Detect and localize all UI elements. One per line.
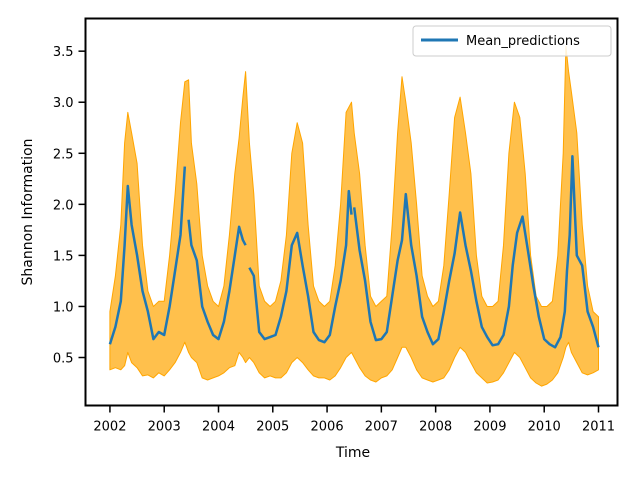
series-line-mean-predictions (108, 155, 600, 349)
y-tick-label: 0.5 (53, 352, 74, 367)
legend-box (412, 25, 612, 57)
x-tick-label: 2007 (365, 420, 398, 435)
x-tick-label: 2010 (528, 420, 561, 435)
y-tick-label: 1.5 (53, 249, 74, 264)
y-tick-label: 2.5 (53, 147, 74, 162)
y-tick-label: 3.5 (53, 45, 74, 60)
axes-frame (84, 17, 619, 407)
x-axis-ticks: 2002 2003 2004 2005 2006 2007 2008 2009 2010 2011 (93, 405, 615, 435)
mean-line-layer (108, 155, 600, 349)
x-tick-label: 2004 (202, 420, 235, 435)
x-tick-label: 2006 (311, 420, 344, 435)
x-tick-label: 2008 (419, 420, 452, 435)
x-tick-label: 2009 (473, 420, 506, 435)
x-tick-label: 2011 (582, 420, 615, 435)
legend-label-mean-predictions: Mean_predictions (466, 34, 580, 49)
x-tick-label: 2003 (148, 420, 181, 435)
y-tick-label: 1.0 (53, 300, 74, 315)
y-axis-ticks: 0.5 1.0 1.5 2.0 2.5 3.0 3.5 (53, 45, 86, 367)
x-tick-label: 2002 (93, 420, 126, 435)
legend: Mean_predictions (412, 25, 612, 57)
y-tick-label: 3.0 (53, 96, 74, 111)
y-axis-label: Shannon Information (20, 138, 36, 285)
x-axis-label: Time (335, 445, 370, 461)
y-tick-label: 2.0 (53, 198, 74, 213)
x-tick-label: 2005 (256, 420, 289, 435)
